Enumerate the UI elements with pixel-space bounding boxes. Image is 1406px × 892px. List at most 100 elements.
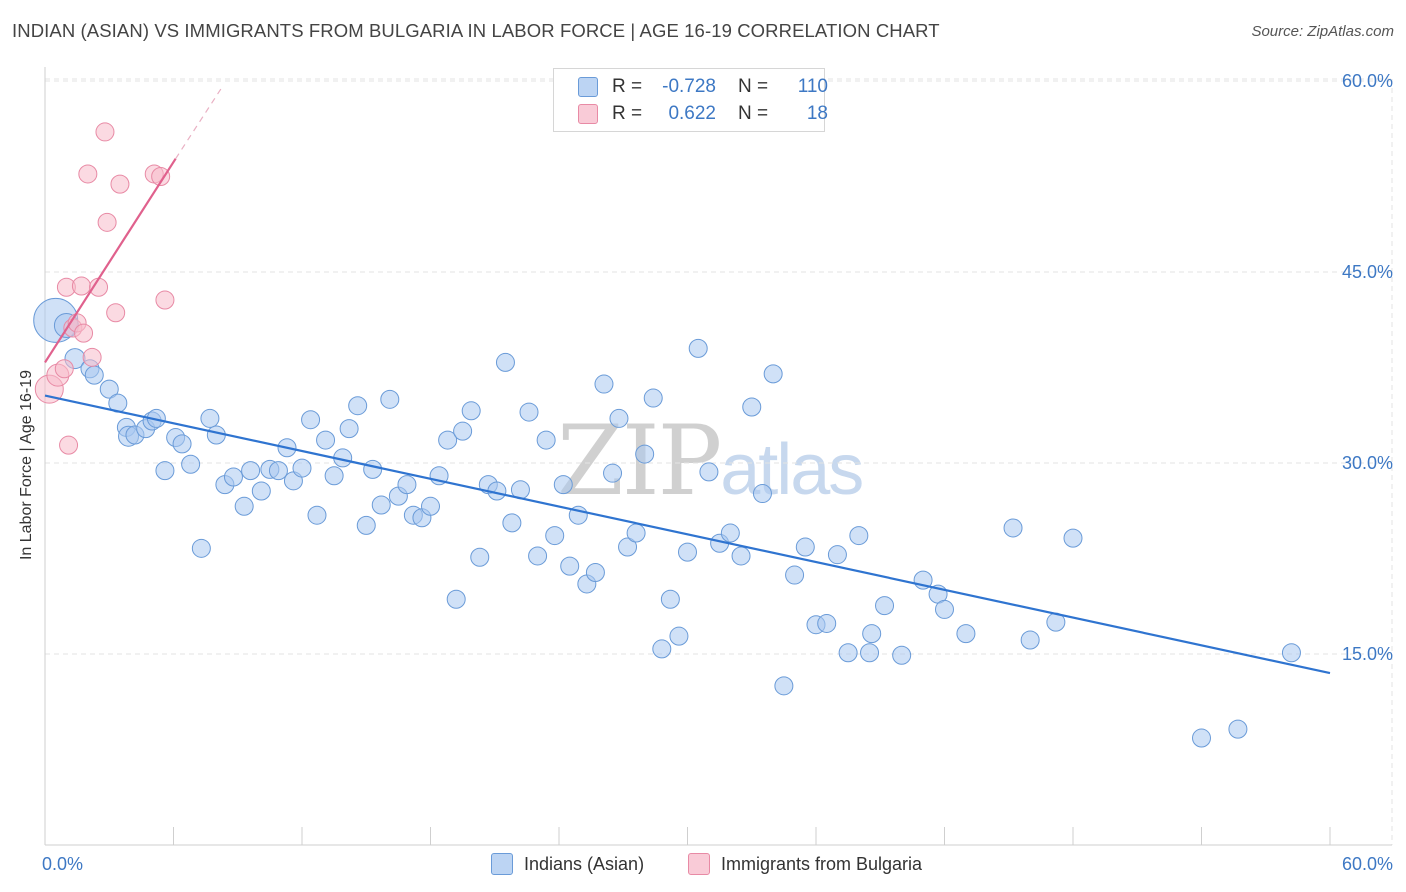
data-point-indians xyxy=(241,461,261,481)
legend-swatch-pink xyxy=(578,104,598,124)
data-point-indians xyxy=(817,613,837,633)
data-point-indians xyxy=(1192,728,1211,748)
data-point-indians xyxy=(635,444,655,464)
trend-line-bulgaria xyxy=(44,158,177,364)
data-point-indians xyxy=(849,526,869,546)
data-point-indians xyxy=(1281,643,1301,663)
data-point-bulgaria xyxy=(151,167,171,186)
data-point-indians xyxy=(301,410,321,430)
data-point-indians xyxy=(251,481,271,501)
x-tick-label: 0.0% xyxy=(42,854,83,874)
legend-row-bulgaria: R = 0.622 N = 18 xyxy=(578,101,828,127)
data-point-indians xyxy=(585,563,605,583)
data-point-indians xyxy=(594,374,614,394)
data-point-indians xyxy=(316,430,336,450)
data-point-indians xyxy=(268,461,288,481)
data-point-indians xyxy=(84,365,104,385)
trend-line-bulgaria-extension xyxy=(175,85,224,160)
data-point-indians xyxy=(519,402,539,422)
source-label: Source: ZipAtlas.com xyxy=(1251,23,1394,40)
data-point-indians xyxy=(307,505,327,525)
data-point-indians xyxy=(356,515,376,535)
data-point-indians xyxy=(626,523,646,543)
data-point-indians xyxy=(421,496,440,516)
data-point-indians xyxy=(223,467,243,487)
data-point-indians xyxy=(860,643,880,663)
x-tick-label: 60.0% xyxy=(1342,854,1393,874)
data-point-bulgaria xyxy=(95,122,115,142)
data-point-indians xyxy=(380,389,400,409)
data-point-indians xyxy=(774,676,794,696)
data-point-indians xyxy=(752,484,772,504)
bottom-legend-label-bulgaria: Immigrants from Bulgaria xyxy=(721,853,923,874)
data-point-bulgaria xyxy=(78,164,98,184)
data-point-indians xyxy=(324,466,344,486)
legend-row-indians: R = -0.728 N = 110 xyxy=(578,74,828,100)
data-point-indians xyxy=(553,475,573,495)
data-point-indians xyxy=(731,546,751,566)
data-point-indians xyxy=(453,421,473,441)
data-point-indians xyxy=(763,364,783,384)
data-point-indians xyxy=(720,523,740,543)
data-point-indians xyxy=(191,538,211,558)
bottom-legend-bulgaria: Immigrants from Bulgaria xyxy=(688,852,922,876)
data-point-indians xyxy=(181,454,201,474)
data-point-indians xyxy=(172,434,192,454)
data-point-indians xyxy=(660,589,680,609)
data-point-indians xyxy=(371,495,391,515)
data-point-indians xyxy=(609,408,629,428)
bottom-legend-swatch-blue xyxy=(491,853,513,875)
data-point-bulgaria xyxy=(97,212,117,232)
legend-r-value: -0.728 xyxy=(662,76,716,97)
trend-line-indians xyxy=(44,394,1331,675)
data-point-indians xyxy=(742,397,762,417)
data-point-indians xyxy=(699,462,719,482)
legend-n-label: N = xyxy=(738,103,769,124)
bottom-legend-indians: Indians (Asian) xyxy=(491,852,644,876)
data-point-indians xyxy=(892,645,912,665)
data-point-indians xyxy=(234,496,254,516)
data-point-bulgaria xyxy=(54,359,74,379)
legend-r-value: 0.622 xyxy=(668,103,716,124)
data-point-indians xyxy=(363,459,383,479)
data-point-indians xyxy=(688,338,708,358)
y-tick-label: 45.0% xyxy=(1342,262,1393,282)
data-point-bulgaria xyxy=(71,276,91,296)
data-point-indians xyxy=(875,596,895,616)
data-point-indians xyxy=(339,419,359,439)
y-tick-label: 30.0% xyxy=(1342,453,1393,473)
data-point-indians xyxy=(470,547,490,567)
bottom-legend-label-indians: Indians (Asian) xyxy=(524,853,645,874)
legend-n-value: 18 xyxy=(806,103,828,124)
data-point-indians xyxy=(155,461,175,481)
data-point-indians xyxy=(99,379,119,399)
data-point-indians xyxy=(1063,528,1083,548)
legend-r-label: R = xyxy=(612,76,643,97)
data-point-indians xyxy=(461,401,481,421)
data-point-indians xyxy=(528,546,548,566)
legend-n-label: N = xyxy=(738,76,769,97)
correlation-legend: R = -0.728 N = 110 R = 0.622 N = 18 xyxy=(553,68,828,132)
data-point-indians xyxy=(862,624,882,644)
data-point-indians xyxy=(438,430,458,450)
data-point-bulgaria xyxy=(110,174,130,194)
bottom-legend-swatch-pink xyxy=(688,853,710,875)
data-point-indians xyxy=(603,463,623,483)
data-point-indians xyxy=(536,430,556,450)
data-point-indians xyxy=(397,475,417,495)
legend-swatch-blue xyxy=(578,77,598,97)
chart-title: INDIAN (ASIAN) VS IMMIGRANTS FROM BULGAR… xyxy=(12,20,940,41)
trend-lines xyxy=(44,85,1331,675)
series-immigrants-bulgaria xyxy=(34,122,175,455)
data-point-bulgaria xyxy=(59,435,79,455)
data-point-bulgaria xyxy=(106,303,126,323)
data-point-indians xyxy=(618,537,638,557)
series-indians-asian xyxy=(33,297,1301,748)
data-point-bulgaria xyxy=(82,347,102,367)
data-point-indians xyxy=(827,545,847,565)
data-point-indians xyxy=(652,639,672,659)
data-point-indians xyxy=(1003,518,1023,538)
tick-labels: 15.0% 30.0% 45.0% 60.0% 0.0% 60.0% xyxy=(42,71,1393,874)
data-point-indians xyxy=(669,626,689,646)
